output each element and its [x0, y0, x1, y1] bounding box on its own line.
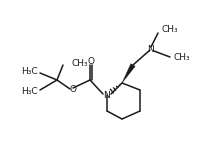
Text: N: N: [104, 90, 110, 100]
Text: O: O: [87, 56, 95, 66]
Text: CH₃: CH₃: [72, 59, 89, 68]
Polygon shape: [122, 64, 135, 83]
Text: N: N: [147, 45, 153, 55]
Text: H₃C: H₃C: [21, 68, 38, 76]
Text: CH₃: CH₃: [161, 24, 178, 34]
Text: O: O: [69, 86, 77, 94]
Text: CH₃: CH₃: [173, 52, 190, 62]
Text: H₃C: H₃C: [21, 87, 38, 97]
